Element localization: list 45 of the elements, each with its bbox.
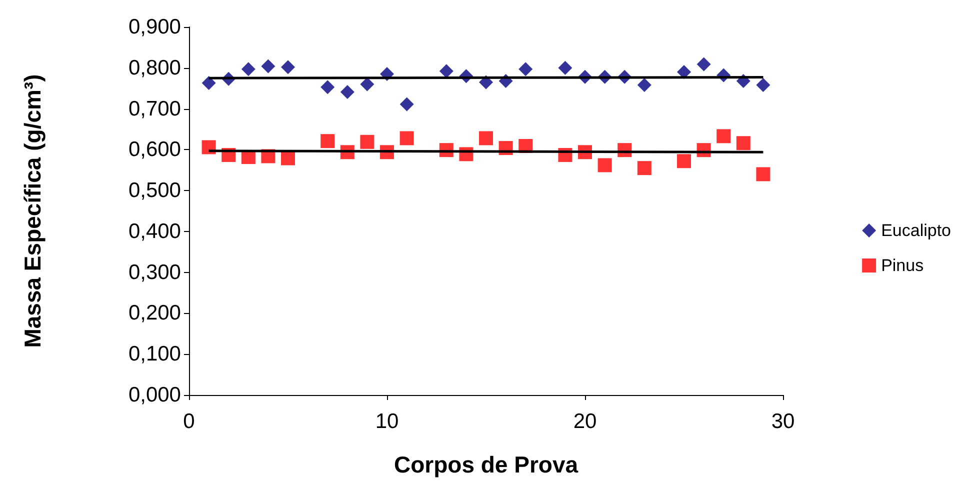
y-tick-label: 0,400 bbox=[128, 220, 181, 243]
point bbox=[360, 134, 374, 149]
point bbox=[261, 59, 276, 74]
point bbox=[677, 154, 691, 168]
x-tick-label: 0 bbox=[183, 410, 195, 433]
point bbox=[202, 140, 216, 154]
point bbox=[756, 78, 770, 92]
legend-label: Eucalipto bbox=[881, 221, 952, 240]
point bbox=[320, 134, 335, 148]
point bbox=[439, 64, 454, 78]
point bbox=[558, 60, 572, 75]
point bbox=[400, 97, 414, 112]
y-tick-label: 0,300 bbox=[128, 260, 181, 284]
point bbox=[716, 129, 731, 144]
point bbox=[400, 131, 414, 146]
point bbox=[360, 77, 374, 92]
x-tick-label: 20 bbox=[573, 410, 597, 433]
point bbox=[202, 76, 216, 90]
point bbox=[637, 78, 652, 92]
y-tick-label: 0,800 bbox=[128, 56, 181, 80]
legend-label: Pinus bbox=[881, 256, 924, 275]
y-axis-title: Massa Específica (g/cm³) bbox=[20, 74, 46, 348]
point bbox=[677, 64, 691, 79]
point bbox=[281, 151, 295, 166]
point bbox=[736, 136, 750, 150]
point bbox=[479, 131, 493, 146]
x-axis-title: Corpos de Prova bbox=[394, 452, 578, 478]
point bbox=[241, 62, 256, 76]
x-tick-label: 10 bbox=[375, 410, 399, 433]
point bbox=[637, 161, 652, 176]
point bbox=[320, 80, 335, 94]
point bbox=[756, 167, 770, 182]
point bbox=[518, 62, 533, 76]
point bbox=[696, 57, 711, 72]
y-tick-label: 0,900 bbox=[128, 16, 181, 38]
point bbox=[598, 158, 612, 172]
y-tick-label: 0,000 bbox=[128, 384, 181, 406]
x-tick-label: 30 bbox=[771, 410, 795, 433]
y-tick-label: 0,200 bbox=[128, 302, 181, 325]
y-tick-label: 0,500 bbox=[128, 179, 181, 202]
y-tick-label: 0,600 bbox=[128, 138, 181, 162]
point bbox=[281, 60, 295, 74]
y-tick-label: 0,100 bbox=[128, 342, 181, 366]
point bbox=[340, 85, 354, 100]
y-tick-label: 0,700 bbox=[128, 97, 181, 120]
